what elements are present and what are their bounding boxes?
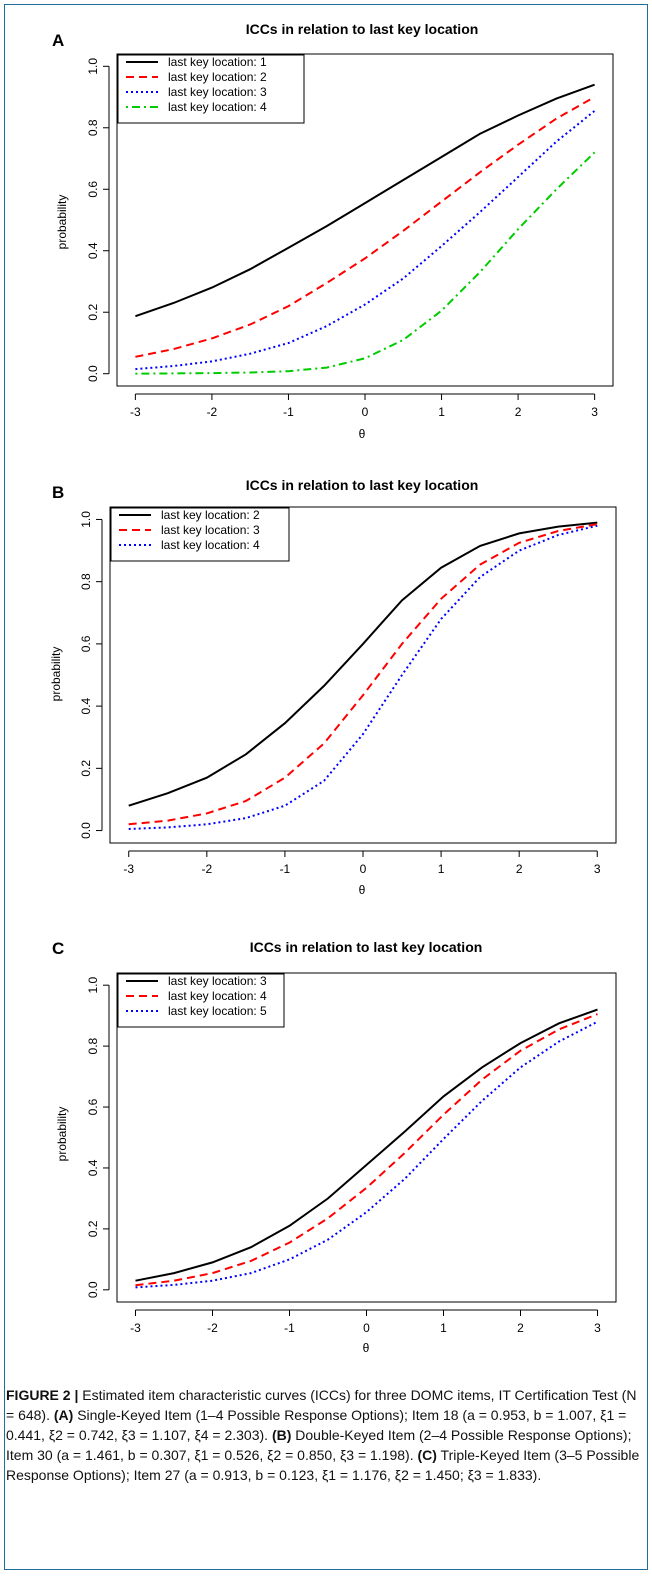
series-line-2 [128, 523, 598, 826]
caption-a-text: Single-Keyed Item (1–4 Possible Response… [6, 1407, 627, 1443]
legend-label: last key location: 2 [161, 508, 260, 522]
chart-panel-c: C ICCs in relation to last key location … [0, 920, 652, 1370]
legend-label: last key location: 3 [161, 523, 260, 537]
legend-box [117, 54, 305, 124]
y-tick-label: 0.8 [86, 1037, 100, 1054]
series-line-3 [135, 1020, 598, 1289]
x-tick-label: -1 [280, 862, 291, 876]
y-tick-label: 0.0 [79, 822, 93, 839]
x-tick-label: 3 [591, 405, 598, 419]
y-tick-label: 0.0 [86, 365, 100, 382]
x-tick-label: 3 [594, 1321, 601, 1335]
y-tick-label: 1.0 [79, 511, 93, 528]
chart-svg: B ICCs in relation to last key location … [49, 477, 617, 897]
plot-frame [109, 506, 617, 844]
x-tick-label: -1 [284, 1321, 295, 1335]
legend-label: last key location: 4 [161, 538, 260, 552]
series-line-1 [128, 521, 598, 807]
y-tick-label: 0.0 [86, 1281, 100, 1298]
x-tick-label: -3 [130, 405, 141, 419]
legend-box [110, 507, 290, 562]
y-tick-label: 1.0 [86, 977, 100, 994]
x-tick-label: 0 [363, 1321, 370, 1335]
x-axis-label: θ [359, 883, 366, 897]
legend-label: last key location: 4 [168, 989, 267, 1003]
legend-label: last key location: 5 [168, 1004, 267, 1018]
x-tick-label: 0 [362, 405, 369, 419]
x-tick-label: -2 [207, 405, 218, 419]
panel-letter: B [52, 483, 64, 502]
plot-frame [116, 53, 614, 387]
y-axis-label: probability [55, 195, 69, 250]
x-tick-label: 0 [360, 862, 367, 876]
series-line-1 [135, 83, 595, 318]
legend-label: last key location: 4 [168, 100, 267, 114]
y-axis-label: probability [55, 1107, 69, 1162]
y-tick-label: 1.0 [86, 58, 100, 75]
x-tick-label: 1 [440, 1321, 447, 1335]
legend-label: last key location: 2 [168, 70, 267, 84]
chart-svg: C ICCs in relation to last key location … [52, 939, 617, 1355]
y-tick-label: 0.8 [86, 119, 100, 136]
chart-panel-b: B ICCs in relation to last key location … [0, 458, 652, 908]
x-tick-label: 1 [438, 405, 445, 419]
series-line-3 [135, 110, 596, 371]
y-tick-label: 0.4 [86, 242, 100, 259]
x-axis-label: θ [363, 1341, 370, 1355]
x-tick-label: -1 [283, 405, 294, 419]
chart-title: ICCs in relation to last key location [246, 21, 479, 37]
chart-panel-a: A ICCs in relation to last key location … [0, 6, 652, 456]
caption-lead: FIGURE 2 | [6, 1387, 79, 1403]
y-tick-label: 0.8 [79, 573, 93, 590]
caption-a-label: (A) [53, 1407, 74, 1423]
caption-c-text: Triple-Keyed Item (3–5 Possible Response… [6, 1447, 640, 1483]
chart-title: ICCs in relation to last key location [246, 477, 479, 493]
series-line-2 [135, 96, 596, 358]
x-tick-label: 2 [516, 862, 523, 876]
figure-caption: FIGURE 2 | Estimated item characteristic… [6, 1385, 644, 1485]
caption-intro: Estimated item characteristic curves (IC… [6, 1387, 637, 1423]
plot-area: -3 -2 -1 0 1 2 3 0.0 0.2 0.4 0.6 0.8 1.0 last key loc… [86, 972, 617, 1335]
legend-label: last key location: 3 [168, 85, 267, 99]
y-axis-label: probability [49, 647, 63, 702]
chart-title: ICCs in relation to last key location [250, 939, 483, 955]
y-tick-label: 0.6 [86, 181, 100, 198]
plot-area: -3 -2 -1 0 1 2 3 0.0 0.2 0.4 0.6 0.8 1.0 last key loc… [79, 506, 617, 876]
legend-box [117, 973, 285, 1028]
y-tick-label: 0.4 [79, 697, 93, 714]
y-tick-label: 0.2 [86, 304, 100, 321]
panel-letter: A [52, 31, 64, 50]
x-axis-label: θ [359, 427, 366, 441]
x-tick-label: -3 [130, 1321, 141, 1335]
panel-letter: C [52, 939, 64, 958]
y-tick-label: 0.2 [79, 760, 93, 777]
y-tick-label: 0.6 [79, 635, 93, 652]
legend-label: last key location: 1 [168, 55, 267, 69]
series-line-1 [135, 1008, 598, 1282]
series-line-3 [128, 524, 598, 830]
plot-frame [116, 972, 617, 1303]
figure-frame [4, 4, 648, 1570]
plot-area: -3 -2 -1 0 1 2 3 0.0 0.2 0.4 0.6 0.8 1.0 last key loc… [86, 53, 614, 419]
x-tick-label: -2 [207, 1321, 218, 1335]
caption-b-text: Double-Keyed Item (2–4 Possible Response… [6, 1427, 632, 1463]
caption-b-label: (B) [271, 1427, 292, 1443]
y-tick-label: 0.6 [86, 1098, 100, 1115]
caption-c-label: (C) [417, 1447, 437, 1463]
x-tick-label: -3 [123, 862, 134, 876]
x-tick-label: 2 [515, 405, 522, 419]
y-tick-label: 0.4 [86, 1159, 100, 1176]
x-tick-label: 3 [594, 862, 601, 876]
y-tick-label: 0.2 [86, 1220, 100, 1237]
x-tick-label: 1 [438, 862, 445, 876]
chart-svg: A ICCs in relation to last key location … [52, 21, 614, 441]
x-tick-label: 2 [517, 1321, 524, 1335]
series-line-4 [135, 151, 596, 375]
series-line-2 [135, 1013, 598, 1287]
legend-label: last key location: 3 [168, 974, 267, 988]
x-tick-label: -2 [201, 862, 212, 876]
